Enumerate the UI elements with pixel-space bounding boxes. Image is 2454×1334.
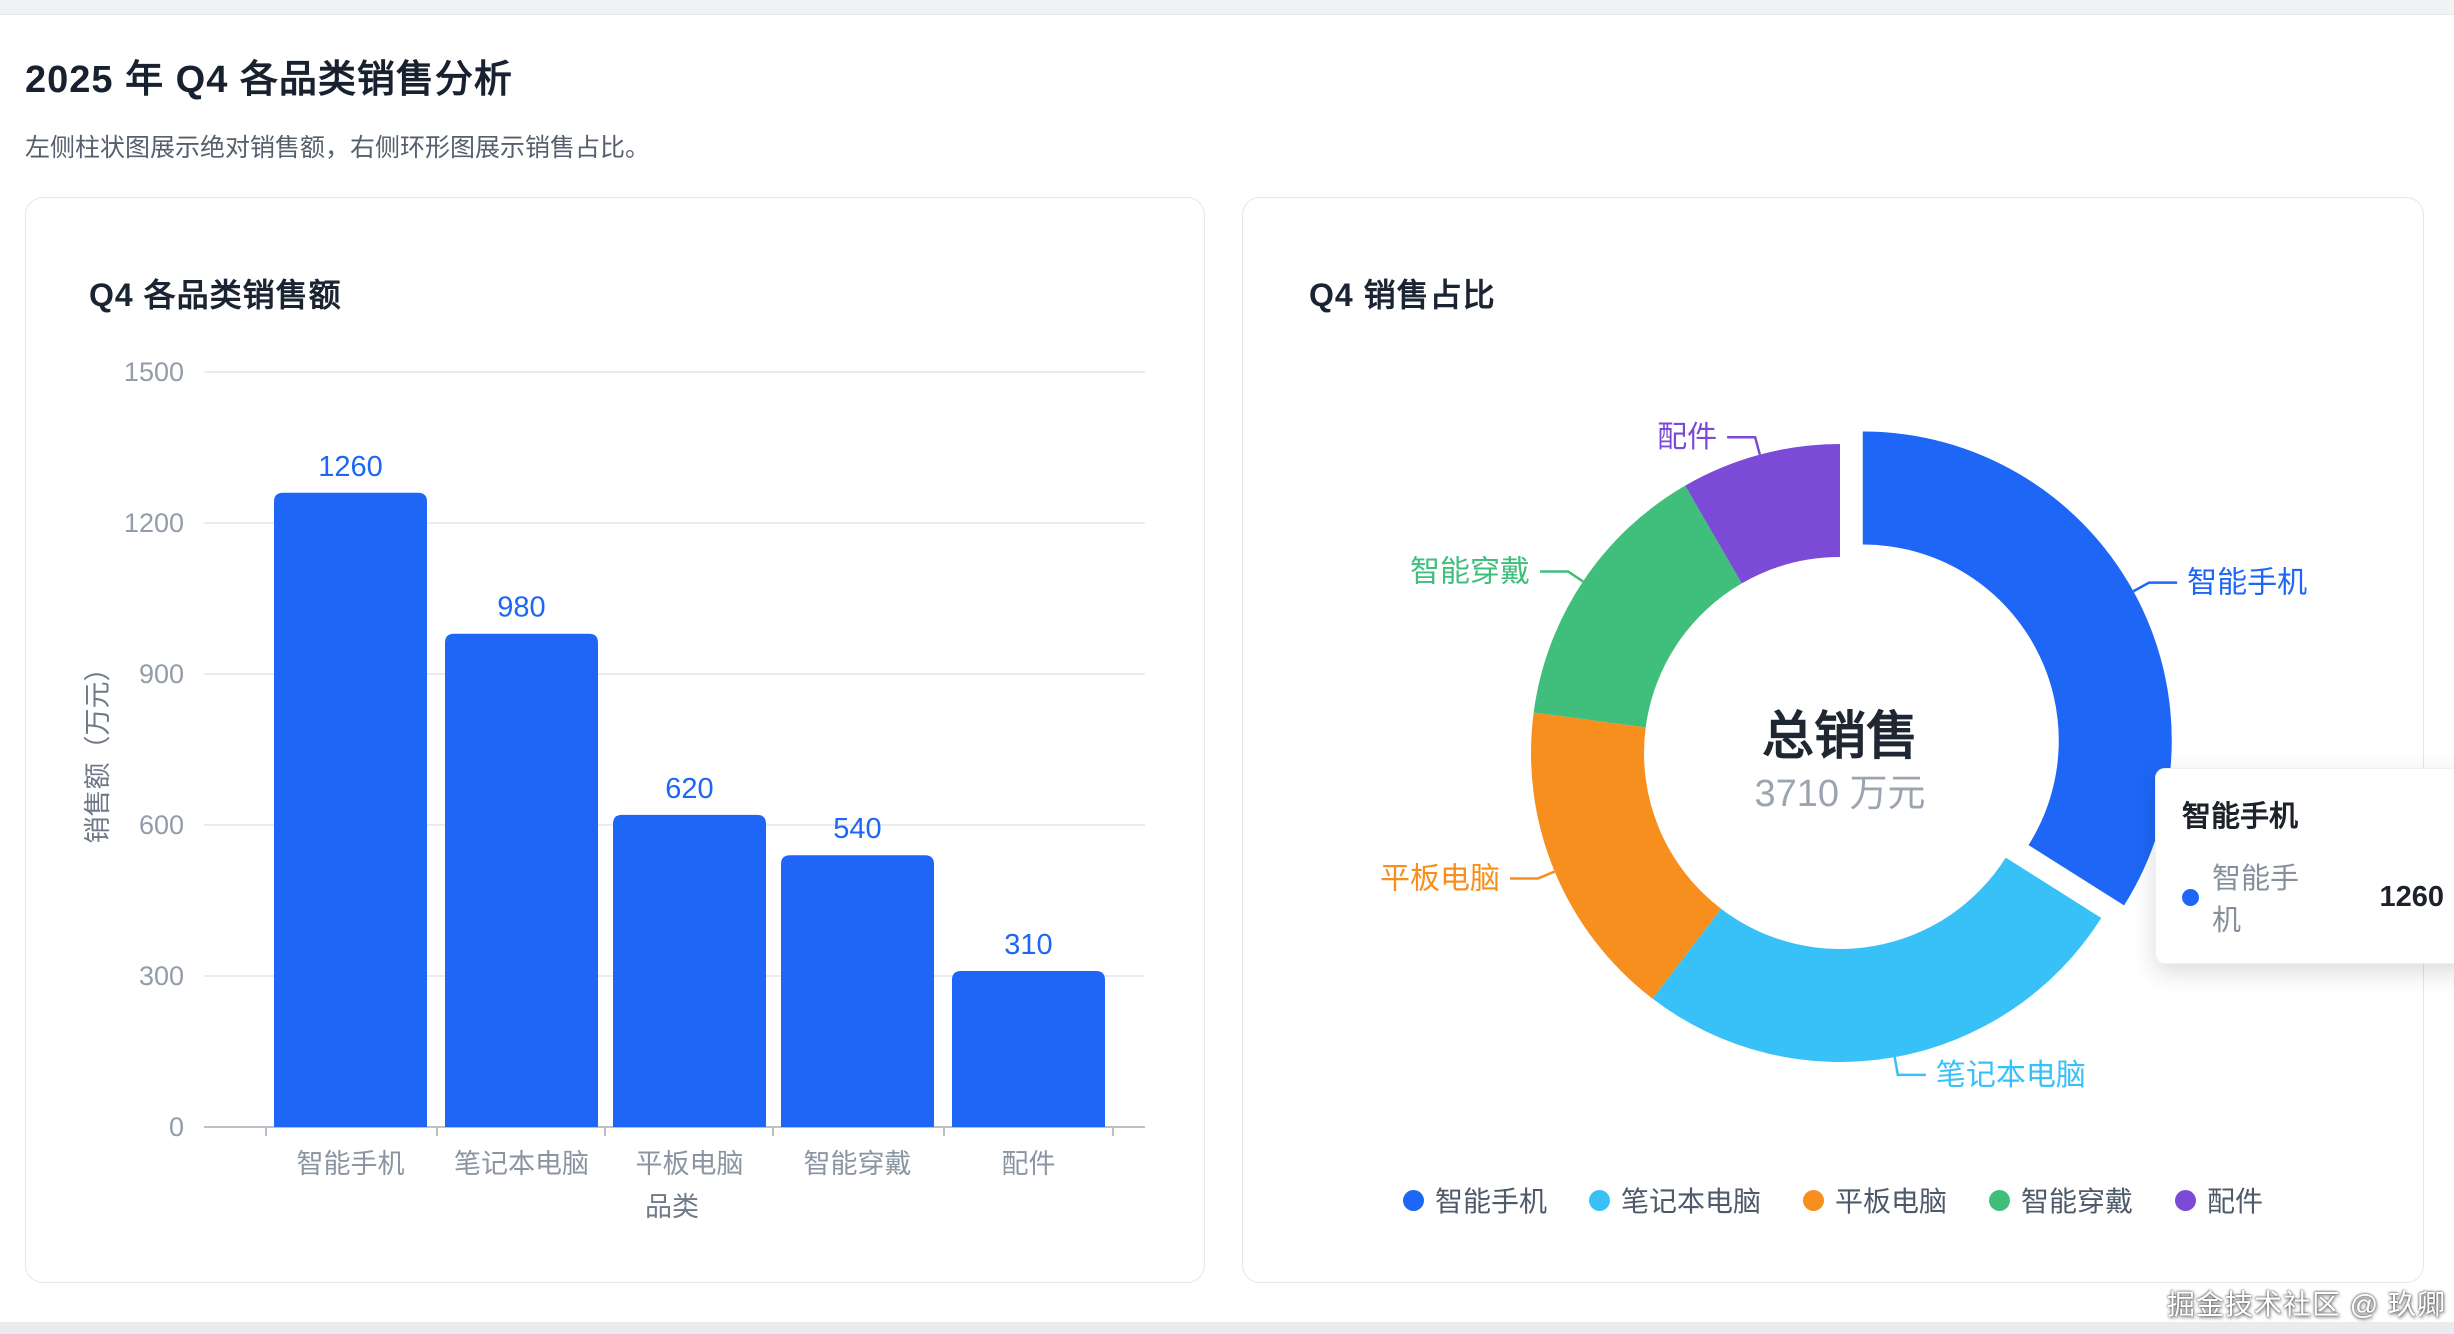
x-axis-name: 品类 bbox=[645, 1192, 699, 1222]
pie-slice-1[interactable] bbox=[1652, 857, 2102, 1062]
tooltip-series-dot-icon bbox=[2182, 888, 2199, 906]
pie-slice-label: 智能手机 bbox=[2187, 567, 2307, 600]
x-category-label: 配件 bbox=[1002, 1149, 1056, 1179]
y-tick-label: 300 bbox=[139, 961, 184, 991]
x-category-label: 智能手机 bbox=[297, 1149, 405, 1179]
pie-slice-4[interactable] bbox=[1685, 444, 1840, 584]
bar-value-label: 1260 bbox=[318, 451, 383, 483]
legend-item-0[interactable]: 智能手机 bbox=[1402, 1180, 1547, 1220]
bar-chart-title: Q4 各品类销售额 bbox=[89, 277, 342, 313]
pie-slice-label: 配件 bbox=[1657, 421, 1717, 454]
donut-chart-title: Q4 销售占比 bbox=[1309, 277, 1496, 313]
legend-label: 智能穿戴 bbox=[2021, 1186, 2134, 1217]
donut-center-value: 3710 万元 bbox=[1754, 773, 1925, 815]
pie-label-line bbox=[1510, 870, 1556, 880]
pie-slice-2[interactable] bbox=[1531, 712, 1722, 999]
tooltip-row: 智能手机 1260 bbox=[2182, 855, 2444, 939]
legend-label: 笔记本电脑 bbox=[1620, 1186, 1761, 1217]
bar-2[interactable] bbox=[613, 814, 766, 1127]
pie-slice-0[interactable] bbox=[1862, 431, 2172, 906]
legend-item-2[interactable]: 平板电脑 bbox=[1802, 1180, 1947, 1220]
pie-slice-3[interactable] bbox=[1533, 485, 1742, 728]
legend-label: 配件 bbox=[2207, 1186, 2264, 1217]
y-tick-label: 900 bbox=[139, 659, 184, 689]
bar-3[interactable] bbox=[781, 855, 934, 1127]
legend-label: 平板电脑 bbox=[1834, 1186, 1947, 1217]
pie-label-line bbox=[1727, 435, 1762, 455]
legend-item-3[interactable]: 智能穿戴 bbox=[1989, 1180, 2133, 1220]
top-strip bbox=[0, 0, 2454, 15]
bar-4[interactable] bbox=[952, 970, 1105, 1127]
y-tick-label: 1500 bbox=[124, 357, 184, 387]
tooltip-title: 智能手机 bbox=[2182, 801, 2299, 833]
bar-1[interactable] bbox=[445, 633, 598, 1127]
legend-dot-icon bbox=[1402, 1189, 1424, 1211]
bar-value-label: 540 bbox=[833, 813, 881, 845]
x-category-label: 笔记本电脑 bbox=[454, 1149, 589, 1179]
page-subtitle: 左侧柱状图展示绝对销售额，右侧环形图展示销售占比。 bbox=[25, 134, 651, 162]
tooltip-series-name: 智能手机 bbox=[2212, 863, 2300, 937]
legend-label: 智能手机 bbox=[1434, 1186, 1547, 1217]
bar-chart-card: Q4 各品类销售额 0 300 600 900 1200 1500 1260 智能手机 980 笔… bbox=[25, 197, 1205, 1283]
tooltip-value: 1260 bbox=[2379, 880, 2444, 913]
legend-dot-icon bbox=[1588, 1189, 1610, 1211]
legend-item-4[interactable]: 配件 bbox=[2175, 1180, 2263, 1220]
donut-chart-card: Q4 销售占比 智能手机 笔记本电脑 平板电脑 智能穿戴 配件 总销售 3710 万元 智能… bbox=[1242, 197, 2424, 1283]
pie-label-line bbox=[1893, 1056, 1926, 1077]
bar-value-label: 310 bbox=[1004, 929, 1052, 961]
pie-slice-label: 平板电脑 bbox=[1380, 862, 1500, 895]
pie-slice-label: 智能穿戴 bbox=[1410, 555, 1530, 588]
pie-slice-label: 笔记本电脑 bbox=[1936, 1059, 2086, 1092]
watermark: 掘金技术社区 @ 玖卿 bbox=[2167, 1289, 2446, 1320]
legend-dot-icon bbox=[2175, 1189, 2197, 1211]
bar-value-label: 980 bbox=[497, 592, 545, 624]
legend-dot-icon bbox=[1989, 1189, 2010, 1211]
y-axis-name: 销售额（万元） bbox=[83, 655, 113, 844]
bar-value-label: 620 bbox=[665, 773, 713, 805]
y-tick-label: 0 bbox=[169, 1112, 184, 1142]
legend-dot-icon bbox=[1802, 1189, 1824, 1211]
page-title: 2025 年 Q4 各品类销售分析 bbox=[25, 59, 513, 101]
donut-legend: 智能手机 笔记本电脑 平板电脑 智能穿戴 配件 bbox=[1243, 1180, 2423, 1220]
donut-center-label: 总销售 bbox=[1762, 708, 1918, 766]
x-category-label: 平板电脑 bbox=[636, 1149, 744, 1179]
bar-chart: 0 300 600 900 1200 1500 1260 智能手机 980 笔记本电脑 620 平板电… bbox=[83, 357, 1145, 1222]
bar-0[interactable] bbox=[274, 492, 427, 1127]
y-tick-label: 1200 bbox=[124, 508, 184, 538]
pie-label-line bbox=[1540, 570, 1584, 583]
bottom-strip bbox=[0, 1322, 2454, 1334]
y-tick-label: 600 bbox=[139, 810, 184, 840]
x-category-label: 智能穿戴 bbox=[804, 1149, 912, 1179]
legend-item-1[interactable]: 笔记本电脑 bbox=[1588, 1180, 1761, 1220]
chart-tooltip: 智能手机 智能手机 1260 bbox=[2155, 768, 2454, 964]
pie-label-line bbox=[2132, 581, 2178, 593]
